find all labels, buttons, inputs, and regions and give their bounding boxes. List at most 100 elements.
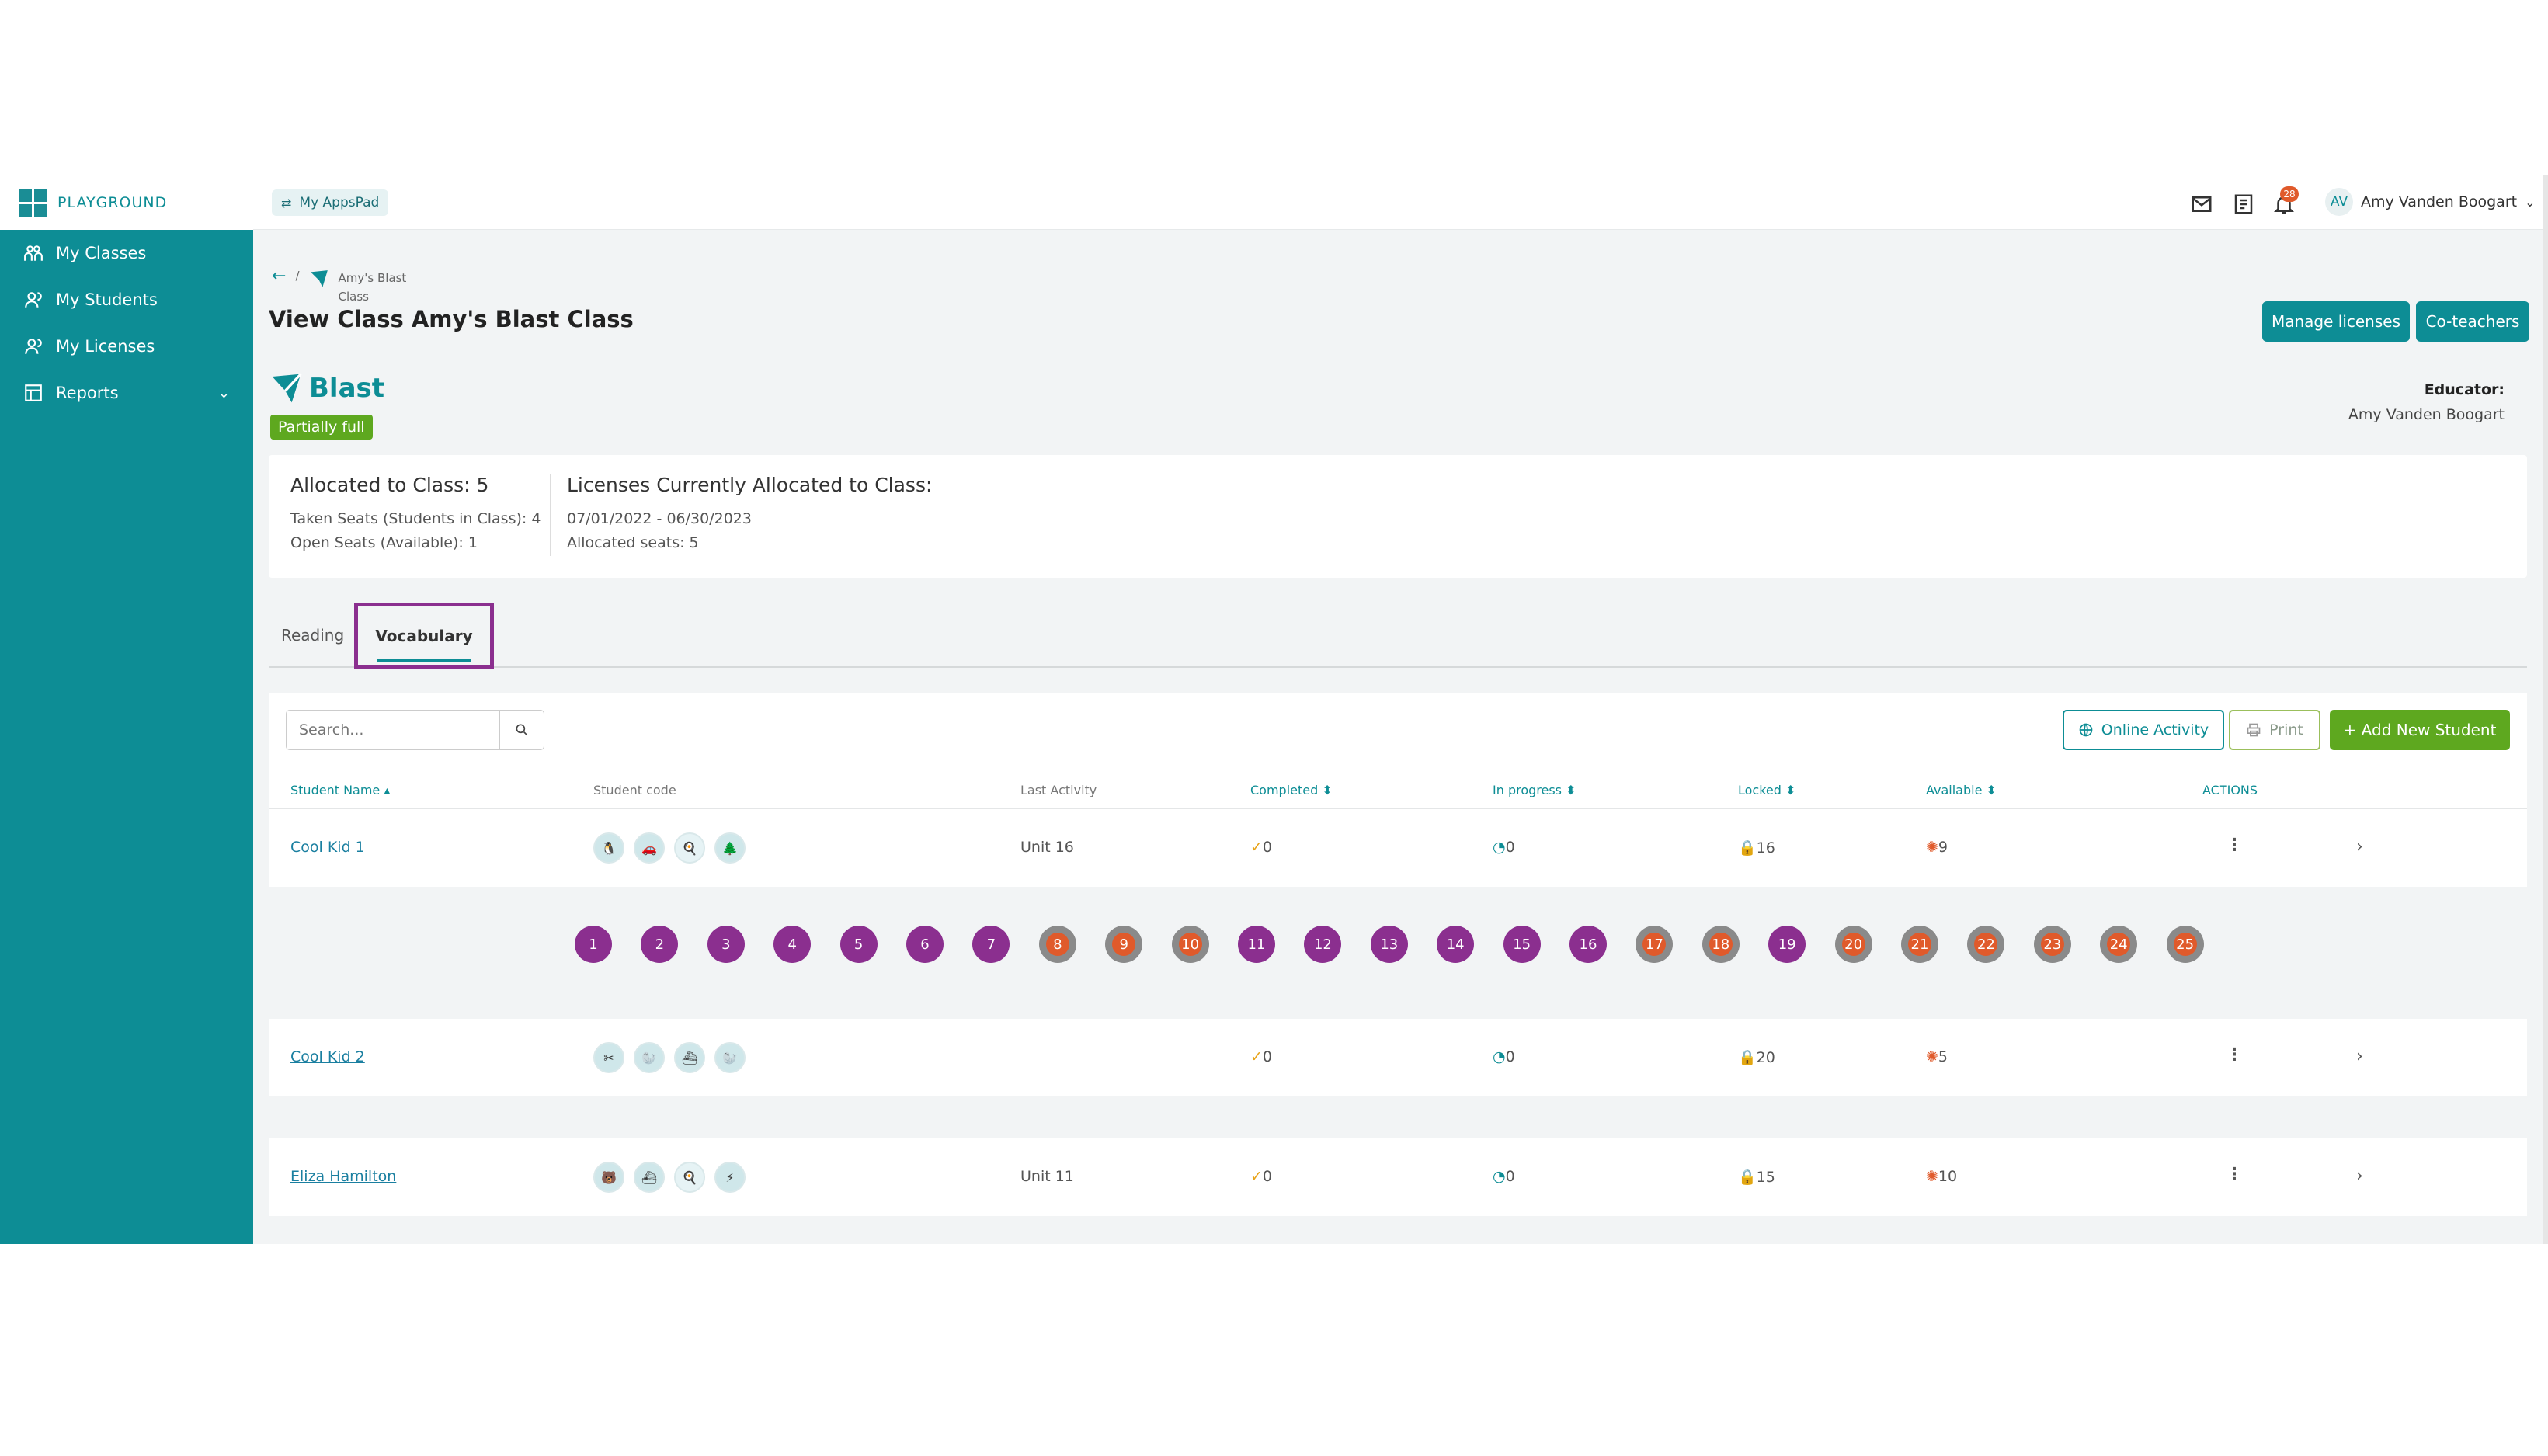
unit-number: 21 <box>1908 933 1931 956</box>
student-name-link[interactable]: Eliza Hamilton <box>290 1168 397 1185</box>
unit-circle-6[interactable]: 6 <box>906 926 944 963</box>
unit-number: 10 <box>1178 933 1202 956</box>
unit-circle-24[interactable]: 24 <box>2100 926 2138 963</box>
page-title: View Class Amy's Blast Class <box>269 306 634 332</box>
status-badge: Partially full <box>270 415 373 440</box>
unit-circle-17[interactable]: 17 <box>1636 926 1674 963</box>
lock-icon: 🔒 <box>1738 1049 1757 1066</box>
completed-value: 0 <box>1262 839 1273 856</box>
globe-icon <box>2079 723 2093 737</box>
sidebar-item-label: My Classes <box>56 244 147 262</box>
unit-circle-11[interactable]: 11 <box>1238 926 1275 963</box>
header-completed[interactable]: Completed ⬍ <box>1250 783 1333 797</box>
allocated-seats: Allocated seats: 5 <box>567 534 699 551</box>
unit-circle-20[interactable]: 20 <box>1834 926 1872 963</box>
user-menu[interactable]: AV Amy Vanden Boogart ⌄ <box>2325 186 2535 217</box>
completed-count: ✓0 <box>1250 1168 1272 1185</box>
unit-circle-2[interactable]: 2 <box>641 926 679 963</box>
sidebar-item-my-licenses[interactable]: My Licenses <box>0 323 253 370</box>
chevron-right-icon[interactable]: › <box>2356 1166 2363 1186</box>
sidebar-item-my-classes[interactable]: My Classes <box>0 230 253 276</box>
unit-circle-5[interactable]: 5 <box>839 926 878 963</box>
mail-icon[interactable] <box>2190 193 2213 216</box>
student-name-link[interactable]: Cool Kid 1 <box>290 839 365 856</box>
unit-number: 18 <box>1709 933 1733 956</box>
unit-circle-18[interactable]: 18 <box>1702 926 1740 963</box>
student-name-link[interactable]: Cool Kid 2 <box>290 1048 365 1065</box>
print-button[interactable]: Print <box>2229 710 2320 750</box>
in-progress-count: ◔0 <box>1493 1168 1515 1185</box>
blast-icon <box>310 270 328 287</box>
tab-reading[interactable]: Reading <box>281 626 345 645</box>
unit-circle-8[interactable]: 8 <box>1038 926 1076 963</box>
sidebar-item-my-students[interactable]: My Students <box>0 276 253 323</box>
add-new-student-button[interactable]: + Add New Student <box>2330 710 2510 750</box>
unit-circle-16[interactable]: 16 <box>1569 926 1607 963</box>
lock-icon: 🔒 <box>1738 1169 1757 1186</box>
tab-vocabulary[interactable]: Vocabulary <box>354 603 494 669</box>
checkmark-icon: ✓ <box>1250 839 1263 856</box>
completed-value: 0 <box>1262 1048 1273 1065</box>
manage-licenses-button[interactable]: Manage licenses <box>2262 301 2410 342</box>
unit-circle-10[interactable]: 10 <box>1171 926 1209 963</box>
unit-circle-9[interactable]: 9 <box>1105 926 1143 963</box>
unit-circle-23[interactable]: 23 <box>2033 926 2071 963</box>
row-menu-icon[interactable]: ⋮ <box>2226 1165 2243 1184</box>
unit-circle-12[interactable]: 12 <box>1304 926 1342 963</box>
sidebar-item-label: Reports <box>56 384 119 402</box>
sidebar-item-reports[interactable]: Reports ⌄ <box>0 370 253 416</box>
available-value: 10 <box>1938 1168 1958 1185</box>
scrollbar[interactable] <box>2543 175 2548 1244</box>
header-locked[interactable]: Locked ⬍ <box>1738 783 1796 797</box>
sparkle-icon: ✺ <box>1926 1048 1938 1065</box>
playground-logo-icon <box>19 189 47 217</box>
header-last-activity: Last Activity <box>1020 783 1097 797</box>
row-menu-icon[interactable]: ⋮ <box>2226 836 2243 855</box>
chevron-down-icon: ⌄ <box>2525 194 2536 210</box>
search-input[interactable] <box>286 710 500 750</box>
locked-count: 🔒16 <box>1738 839 1775 857</box>
header-student-code: Student code <box>593 783 676 797</box>
in-progress-count: ◔0 <box>1493 839 1515 856</box>
unit-circle-14[interactable]: 14 <box>1437 926 1475 963</box>
logo[interactable]: PLAYGROUND <box>0 175 253 230</box>
unit-circle-19[interactable]: 19 <box>1768 926 1806 963</box>
online-activity-button[interactable]: Online Activity <box>2063 710 2224 750</box>
document-icon[interactable] <box>2232 193 2255 216</box>
chevron-down-icon: ⌄ <box>217 384 230 401</box>
back-arrow-icon[interactable]: ← <box>272 266 287 286</box>
seal-avatar-icon: 🦭 <box>634 1042 665 1073</box>
locked-count: 🔒20 <box>1738 1048 1775 1066</box>
penguin-avatar-icon: 🐧 <box>593 832 624 864</box>
taken-seats: Taken Seats (Students in Class): 4 <box>290 510 541 527</box>
student-code-avatars: 🐻 ⛴ 🍳 ⚡ <box>593 1162 755 1193</box>
table-header: Student Name ▴ Student code Last Activit… <box>269 770 2527 809</box>
unit-number: 23 <box>2040 933 2064 956</box>
co-teachers-button[interactable]: Co-teachers <box>2416 301 2529 342</box>
unit-circle-15[interactable]: 15 <box>1503 926 1541 963</box>
unit-circle-4[interactable]: 4 <box>773 926 812 963</box>
unit-circle-3[interactable]: 3 <box>707 926 745 963</box>
breadcrumb-class-link[interactable]: Amy's Blast Class <box>338 271 407 304</box>
available-count: ✺10 <box>1926 1168 1957 1185</box>
row-menu-icon[interactable]: ⋮ <box>2226 1045 2243 1065</box>
header-student-name[interactable]: Student Name ▴ <box>290 783 391 797</box>
unit-circle-21[interactable]: 21 <box>1901 926 1938 963</box>
chevron-right-icon[interactable]: › <box>2356 837 2363 857</box>
unit-circle-1[interactable]: 1 <box>575 926 612 963</box>
header-in-progress[interactable]: In progress ⬍ <box>1493 783 1576 797</box>
unit-circle-25[interactable]: 25 <box>2166 926 2204 963</box>
search-button[interactable] <box>499 710 544 750</box>
unit-progress-strip: 1 2 3 4 5 6 7 8 9 10 11 12 13 14 15 16 17 18 19 20 21 22 23 24 2… <box>269 887 2527 1019</box>
my-appspad-button[interactable]: ⇄ My AppsPad <box>272 189 389 216</box>
in-progress-value: 0 <box>1505 1048 1515 1065</box>
bear-avatar-icon: 🐻 <box>593 1162 624 1193</box>
unit-circle-13[interactable]: 13 <box>1370 926 1408 963</box>
chevron-right-icon[interactable]: › <box>2356 1047 2363 1066</box>
boat-avatar-icon: ⛴ <box>674 1042 705 1073</box>
sidebar: PLAYGROUND My Classes My Students My Lic… <box>0 175 253 1244</box>
header-available[interactable]: Available ⬍ <box>1926 783 1997 797</box>
in-progress-value: 0 <box>1505 1168 1515 1185</box>
unit-circle-22[interactable]: 22 <box>1967 926 2005 963</box>
unit-circle-7[interactable]: 7 <box>972 926 1010 963</box>
